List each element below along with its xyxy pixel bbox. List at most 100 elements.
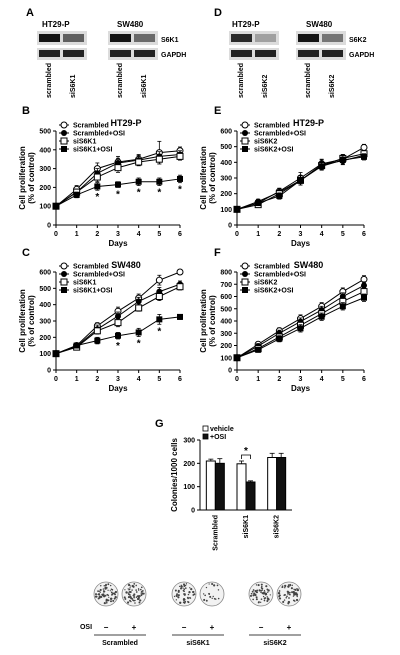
colony-dot <box>296 595 298 598</box>
significance-asterisk: * <box>178 185 182 196</box>
loading-band <box>322 50 343 57</box>
colony-dot <box>263 599 266 602</box>
lane-label: siS6K1 <box>141 75 148 98</box>
marker-filled-square <box>61 146 67 152</box>
colony-dot <box>94 595 98 598</box>
colony-dot <box>109 590 111 592</box>
marker-filled-square <box>234 354 240 361</box>
treatment-symbol: + <box>210 623 215 632</box>
colony-dot <box>289 583 292 586</box>
lane-label: scrambled <box>46 63 53 98</box>
loading-band <box>231 50 252 57</box>
colony-dot <box>291 591 294 594</box>
protein-label: S6K2 <box>349 37 367 44</box>
colony-dot <box>256 589 259 592</box>
legend-label: Scrambled+OSI <box>73 272 125 279</box>
panel-letter-d: D <box>214 7 222 19</box>
lane-label: siS6K2 <box>262 75 269 98</box>
colony-dot <box>189 597 191 599</box>
x-tick-label: 6 <box>178 376 182 383</box>
colony-dot <box>133 596 135 599</box>
colony-plate <box>248 581 274 607</box>
colony-dot <box>277 592 280 594</box>
x-tick-label: 0 <box>54 231 58 238</box>
y-tick-label: 500 <box>220 144 232 151</box>
bar <box>205 460 216 511</box>
colony-dot <box>187 593 190 596</box>
colony-dot <box>257 584 260 587</box>
panel-letter: G <box>155 418 164 430</box>
lane-label: scrambled <box>117 63 124 98</box>
x-tick-label: 2 <box>277 231 281 238</box>
colony-dot <box>269 594 271 596</box>
loading-band <box>110 50 131 57</box>
colony-dot <box>107 594 110 597</box>
marker-open-circle <box>241 262 249 270</box>
y-tick-label: 0 <box>47 368 51 375</box>
colony-dot <box>107 583 110 586</box>
y-axis-label: Colonies/1000 cells <box>170 438 179 512</box>
y-tick-label: 600 <box>220 129 232 136</box>
blot-cell-label: SW480 <box>117 20 144 29</box>
y-tick-label: 400 <box>220 160 232 167</box>
colony-dot <box>205 586 208 589</box>
chart-c-sw480-s6k1: C SW480 0 100 200 300 400 500 600 0 1 2 3 4 5 6 Days Cell… <box>18 247 184 393</box>
x-tick-label: 2 <box>277 376 281 383</box>
colony-dot <box>204 594 206 597</box>
chart-e-ht29p-s6k2: E HT29-P 0 100 200 300 400 500 600 0 1 2 3 4 5 6 Days Cel… <box>199 105 368 248</box>
colony-dot <box>128 590 131 593</box>
marker-open-square <box>135 304 143 312</box>
colony-dot <box>260 589 262 592</box>
colony-dot <box>205 599 208 602</box>
blot-a-group-1: HT29-P scrambled siS6K1 <box>37 20 87 98</box>
lane-label: scrambled <box>238 63 245 98</box>
blot-band <box>255 34 276 42</box>
colony-dot <box>263 597 266 600</box>
colony-dot <box>278 595 281 598</box>
x-axis-label: Days <box>291 239 311 248</box>
blot-band <box>110 34 131 42</box>
blot-band <box>39 34 60 42</box>
marker-open-square <box>93 173 101 181</box>
colony-dot <box>260 591 262 594</box>
legend-label: siS6K1 <box>73 139 96 146</box>
marker-open-square <box>114 164 122 172</box>
blot-band <box>231 34 252 42</box>
colony-dot <box>180 587 183 590</box>
x-axis-label: Days <box>291 384 311 393</box>
blot-band <box>322 34 343 42</box>
colony-dot <box>110 597 113 600</box>
category-label: Scrambled <box>212 515 219 551</box>
colony-dot <box>129 587 131 589</box>
colony-dot <box>98 590 100 592</box>
colony-dot <box>287 602 290 605</box>
colony-dot <box>111 593 114 596</box>
blot-band <box>298 34 319 42</box>
y-tick-label: 200 <box>39 185 51 192</box>
blot-cell-label: HT29-P <box>42 20 70 29</box>
colony-dot <box>213 597 216 600</box>
colony-dot <box>104 594 107 597</box>
colony-dot <box>100 584 102 587</box>
colony-dot <box>287 584 290 586</box>
colony-dot <box>111 588 114 591</box>
chart-g-colonies: G 0 100 200 300 Colonies/1000 cells Scrambled s… <box>155 418 292 551</box>
colony-dot <box>137 588 140 590</box>
colony-dot <box>252 594 255 597</box>
colony-dot <box>97 590 99 592</box>
colony-dot <box>139 588 142 591</box>
loading-label: GAPDH <box>161 52 186 59</box>
colony-dot <box>129 599 131 602</box>
colony-dot <box>127 583 131 587</box>
colony-dot <box>127 592 129 594</box>
colony-dot <box>267 591 269 593</box>
colony-dot <box>124 597 127 600</box>
colony-dot <box>138 601 141 604</box>
x-tick-label: 5 <box>157 231 161 238</box>
bar <box>267 457 278 511</box>
colony-dot <box>184 587 187 589</box>
y-tick-label: 200 <box>220 191 232 198</box>
colony-dot <box>182 598 186 602</box>
legend-label: siS6K1 <box>73 280 96 287</box>
colony-dot <box>217 597 220 600</box>
